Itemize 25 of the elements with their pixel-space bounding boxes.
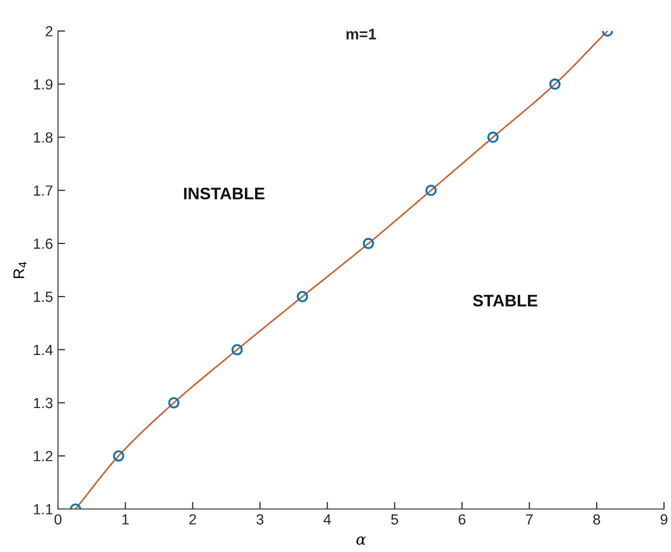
x-tick-label: 6: [458, 514, 466, 525]
y-tick-label: 1.3: [34, 398, 52, 408]
x-tick-label: 7: [526, 514, 533, 524]
x-tick-label: 8: [593, 514, 600, 525]
annotation: STABLE: [472, 294, 538, 306]
y-tick-label: 1.7: [34, 186, 52, 196]
x-tick-label: 3: [256, 514, 264, 525]
chart-title: m=1: [346, 28, 376, 40]
y-tick-label: 1.9: [34, 79, 52, 90]
x-tick-label: 0: [54, 514, 62, 525]
x-axis-title: α: [356, 536, 366, 545]
y-tick-label: 1.5: [34, 292, 53, 302]
y-tick-label: 1.8: [34, 132, 53, 143]
x-tick-label: 5: [391, 514, 398, 525]
y-tick-label: 1.1: [34, 504, 52, 514]
annotation: INSTABLE: [184, 188, 264, 200]
y-tick-label: 1.6: [34, 238, 52, 249]
x-tick-label: 9: [660, 514, 668, 525]
y-axis-title: R$_{4}$: [14, 262, 27, 278]
x-tick-label: 1: [122, 514, 129, 524]
x-tick-label: 4: [324, 514, 331, 524]
y-tick-label: 1.2: [34, 450, 52, 462]
y-tick-label: 2: [46, 26, 52, 36]
y-tick-label: 1.4: [34, 344, 53, 355]
x-tick-label: 2: [189, 514, 196, 524]
